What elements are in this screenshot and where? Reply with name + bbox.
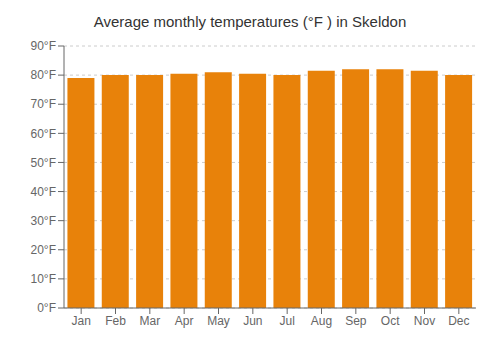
svg-text:Jul: Jul (279, 314, 294, 328)
svg-text:60°F: 60°F (31, 127, 56, 141)
svg-text:Apr: Apr (175, 314, 194, 328)
svg-text:Mar: Mar (139, 314, 160, 328)
svg-text:40°F: 40°F (31, 185, 56, 199)
svg-text:20°F: 20°F (31, 243, 56, 257)
svg-text:Dec: Dec (448, 314, 469, 328)
svg-text:Nov: Nov (414, 314, 435, 328)
svg-text:30°F: 30°F (31, 214, 56, 228)
svg-text:90°F: 90°F (31, 39, 56, 53)
svg-text:50°F: 50°F (31, 156, 56, 170)
svg-text:10°F: 10°F (31, 272, 56, 286)
svg-text:Aug: Aug (311, 314, 332, 328)
svg-text:Sep: Sep (345, 314, 367, 328)
svg-text:Oct: Oct (381, 314, 400, 328)
svg-text:Feb: Feb (105, 314, 126, 328)
svg-text:Jan: Jan (71, 314, 90, 328)
svg-text:70°F: 70°F (31, 97, 56, 111)
html-text:Average monthly temperatures (: Average monthly temperatures (°F ) in Sk… (93, 13, 407, 30)
svg-text:May: May (207, 314, 230, 328)
svg-text:80°F: 80°F (31, 68, 56, 82)
svg-text:0°F: 0°F (37, 301, 56, 315)
svg-text:Jun: Jun (243, 314, 262, 328)
